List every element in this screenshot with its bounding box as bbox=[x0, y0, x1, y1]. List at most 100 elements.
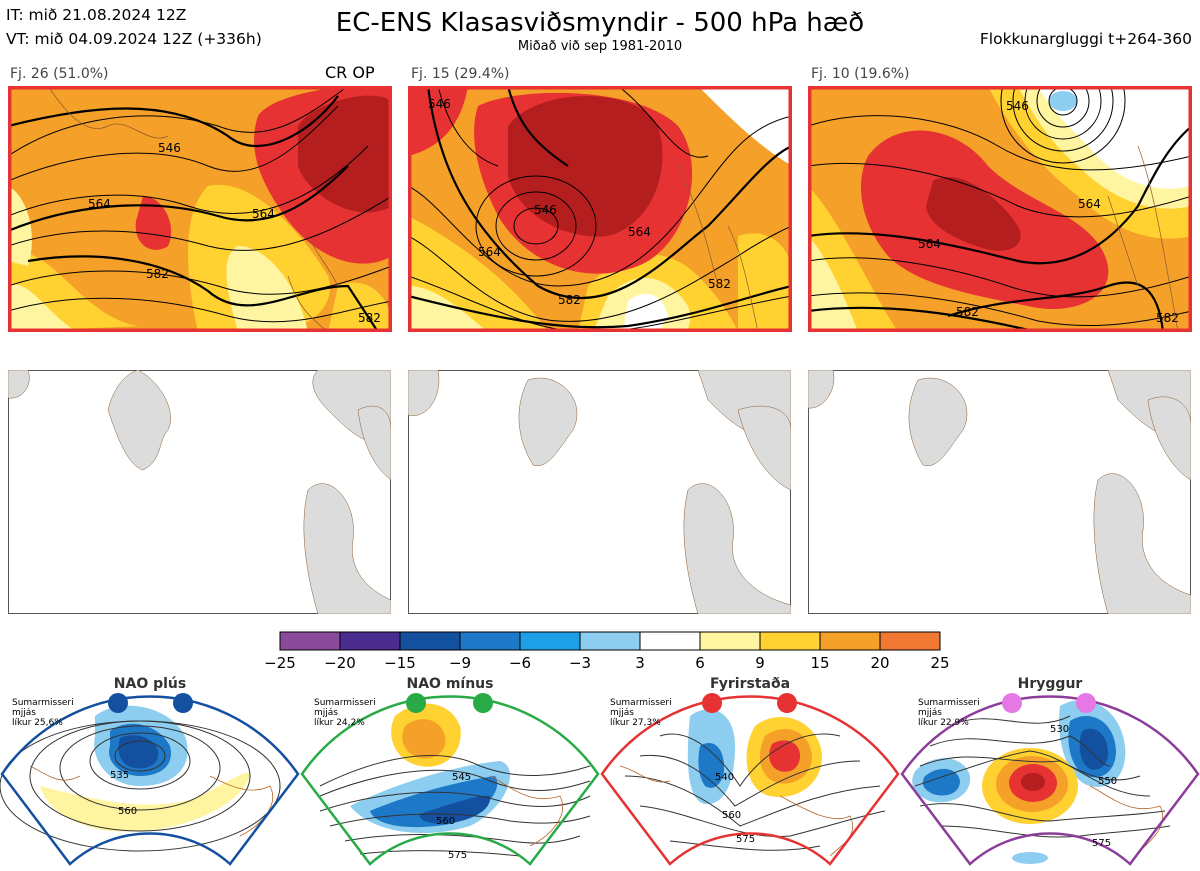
selected-frame bbox=[8, 86, 392, 332]
regime-nao-plus: 535 560 bbox=[0, 693, 300, 866]
page-subtitle: Miðað við sep 1981-2010 bbox=[517, 39, 683, 54]
anomaly-field bbox=[8, 284, 78, 332]
colorbar: −25 −20 −15 −9 −6 −3 3 6 9 15 20 25 bbox=[264, 631, 950, 672]
colorbar-swatch bbox=[399, 631, 461, 651]
anomaly-field bbox=[508, 96, 663, 237]
colorbar-swatch bbox=[879, 631, 941, 651]
cluster-1-label: Fj. 26 (51.0%) bbox=[10, 66, 109, 82]
empty-map-3 bbox=[808, 370, 1191, 614]
anomaly-field bbox=[408, 86, 468, 156]
cluster-3-map: 564 564 582 582 546 bbox=[808, 86, 1192, 332]
regime-panels: 535 560 545 560 575 bbox=[0, 693, 1200, 866]
regime-3-note: Sumarmisseri mjjás líkur 27,3% bbox=[610, 698, 672, 728]
regime-hryggur: 530 550 575 bbox=[900, 693, 1200, 866]
geopotential-contours-bold bbox=[408, 86, 792, 329]
regime-3-name: Fyrirstaða bbox=[709, 676, 791, 692]
cluster-3-label: Fj. 10 (19.6%) bbox=[811, 66, 910, 82]
anomaly-field bbox=[698, 86, 792, 166]
contour-label: 545 bbox=[452, 772, 471, 783]
contour-label: 582 bbox=[146, 267, 169, 281]
regime-nao-minus: 545 560 575 bbox=[300, 693, 600, 866]
regime-1-note: Sumarmisseri mjjás líkur 25,6% bbox=[12, 698, 74, 728]
colorbar-tick-label: 15 bbox=[810, 654, 829, 672]
anomaly-field bbox=[1038, 86, 1192, 189]
contour-label: 564 bbox=[918, 237, 941, 251]
geopotential-contours-bold bbox=[8, 95, 379, 332]
anomaly-field bbox=[1049, 91, 1077, 111]
anomaly-field bbox=[623, 293, 668, 332]
colorbar-swatch bbox=[279, 631, 341, 651]
contour-label: 582 bbox=[358, 311, 381, 325]
anomaly-field bbox=[926, 177, 1021, 251]
contour-label: 564 bbox=[252, 207, 275, 221]
contour-label: 560 bbox=[118, 806, 137, 817]
colorbar-tick-label: −25 bbox=[264, 654, 296, 672]
coastlines bbox=[1107, 145, 1179, 332]
contour-label: 582 bbox=[558, 293, 581, 307]
colorbar-swatch bbox=[699, 631, 761, 651]
colorbar-tick-label: −9 bbox=[449, 654, 471, 672]
regime-2-name: NAO mínus bbox=[406, 676, 494, 692]
anomaly-field bbox=[738, 233, 792, 332]
geopotential-contours bbox=[8, 86, 392, 323]
selected-frame bbox=[408, 86, 792, 332]
colorbar-tick-label: 20 bbox=[870, 654, 889, 672]
colorbar-tick-label: −6 bbox=[509, 654, 531, 672]
anomaly-field bbox=[328, 282, 392, 332]
colorbar-swatch bbox=[759, 631, 821, 651]
contour-label: 564 bbox=[1078, 197, 1101, 211]
contour-label: 546 bbox=[534, 203, 557, 217]
contour-label: 560 bbox=[436, 816, 455, 827]
geopotential-contours bbox=[808, 86, 1192, 327]
colorbar-swatch bbox=[519, 631, 581, 651]
cluster-1-badge: CR OP bbox=[325, 63, 375, 82]
initial-time: IT: mið 21.08.2024 12Z bbox=[6, 6, 187, 24]
anomaly-field bbox=[298, 95, 392, 213]
contour-label: 564 bbox=[88, 197, 111, 211]
cluster-1-map: 546 564 564 582 582 bbox=[8, 86, 392, 332]
anomaly-field bbox=[135, 196, 172, 250]
contour-label: 546 bbox=[158, 141, 181, 155]
colorbar-tick-label: 3 bbox=[635, 654, 645, 672]
contour-label: 530 bbox=[1050, 724, 1069, 735]
contour-label: 550 bbox=[1098, 776, 1117, 787]
cluster-2-label: Fj. 15 (29.4%) bbox=[411, 66, 510, 82]
colorbar-swatch bbox=[819, 631, 881, 651]
contour-label: 560 bbox=[722, 810, 741, 821]
contour-label: 564 bbox=[478, 245, 501, 259]
selected-frame bbox=[808, 86, 1192, 332]
coastlines bbox=[677, 165, 759, 332]
contour-label: 564 bbox=[628, 225, 651, 239]
colorbar-swatch bbox=[459, 631, 521, 651]
valid-time: VT: mið 04.09.2024 12Z (+336h) bbox=[6, 30, 262, 48]
regime-1-name: NAO plús bbox=[113, 676, 187, 692]
anomaly-field bbox=[408, 286, 488, 332]
cluster-2-map: 546 546 564 564 582 582 bbox=[408, 86, 792, 332]
contour-label: 535 bbox=[110, 770, 129, 781]
page-title: EC-ENS Klasasviðsmyndir - 500 hPa hæð bbox=[335, 8, 865, 38]
empty-map-1 bbox=[8, 370, 391, 614]
coastlines bbox=[47, 86, 339, 332]
contour-label: 546 bbox=[428, 97, 451, 111]
contour-label: 582 bbox=[956, 305, 979, 319]
colorbar-tick-label: 9 bbox=[755, 654, 765, 672]
colorbar-swatch bbox=[339, 631, 401, 651]
contour-label: 575 bbox=[448, 850, 467, 861]
regime-4-note: Sumarmisseri mjjás líkur 22,9% bbox=[918, 698, 980, 728]
colorbar-tick-label: −15 bbox=[384, 654, 416, 672]
contour-label: 575 bbox=[736, 834, 755, 845]
colorbar-tick-label: 6 bbox=[695, 654, 705, 672]
colorbar-swatch bbox=[639, 631, 701, 651]
contour-label: 582 bbox=[1156, 311, 1179, 325]
contour-label: 546 bbox=[1006, 99, 1029, 113]
contour-label: 540 bbox=[715, 772, 734, 783]
colorbar-tick-label: −3 bbox=[569, 654, 591, 672]
colorbar-swatch bbox=[579, 631, 641, 651]
colorbar-tick-label: −20 bbox=[324, 654, 356, 672]
regime-fyrirstada: 540 560 575 bbox=[600, 693, 900, 866]
empty-map-2 bbox=[408, 370, 791, 614]
regime-2-note: Sumarmisseri mjjás líkur 24,2% bbox=[314, 698, 376, 728]
contour-label: 582 bbox=[708, 277, 731, 291]
contour-label: 575 bbox=[1092, 838, 1111, 849]
anomaly-field bbox=[226, 246, 308, 332]
